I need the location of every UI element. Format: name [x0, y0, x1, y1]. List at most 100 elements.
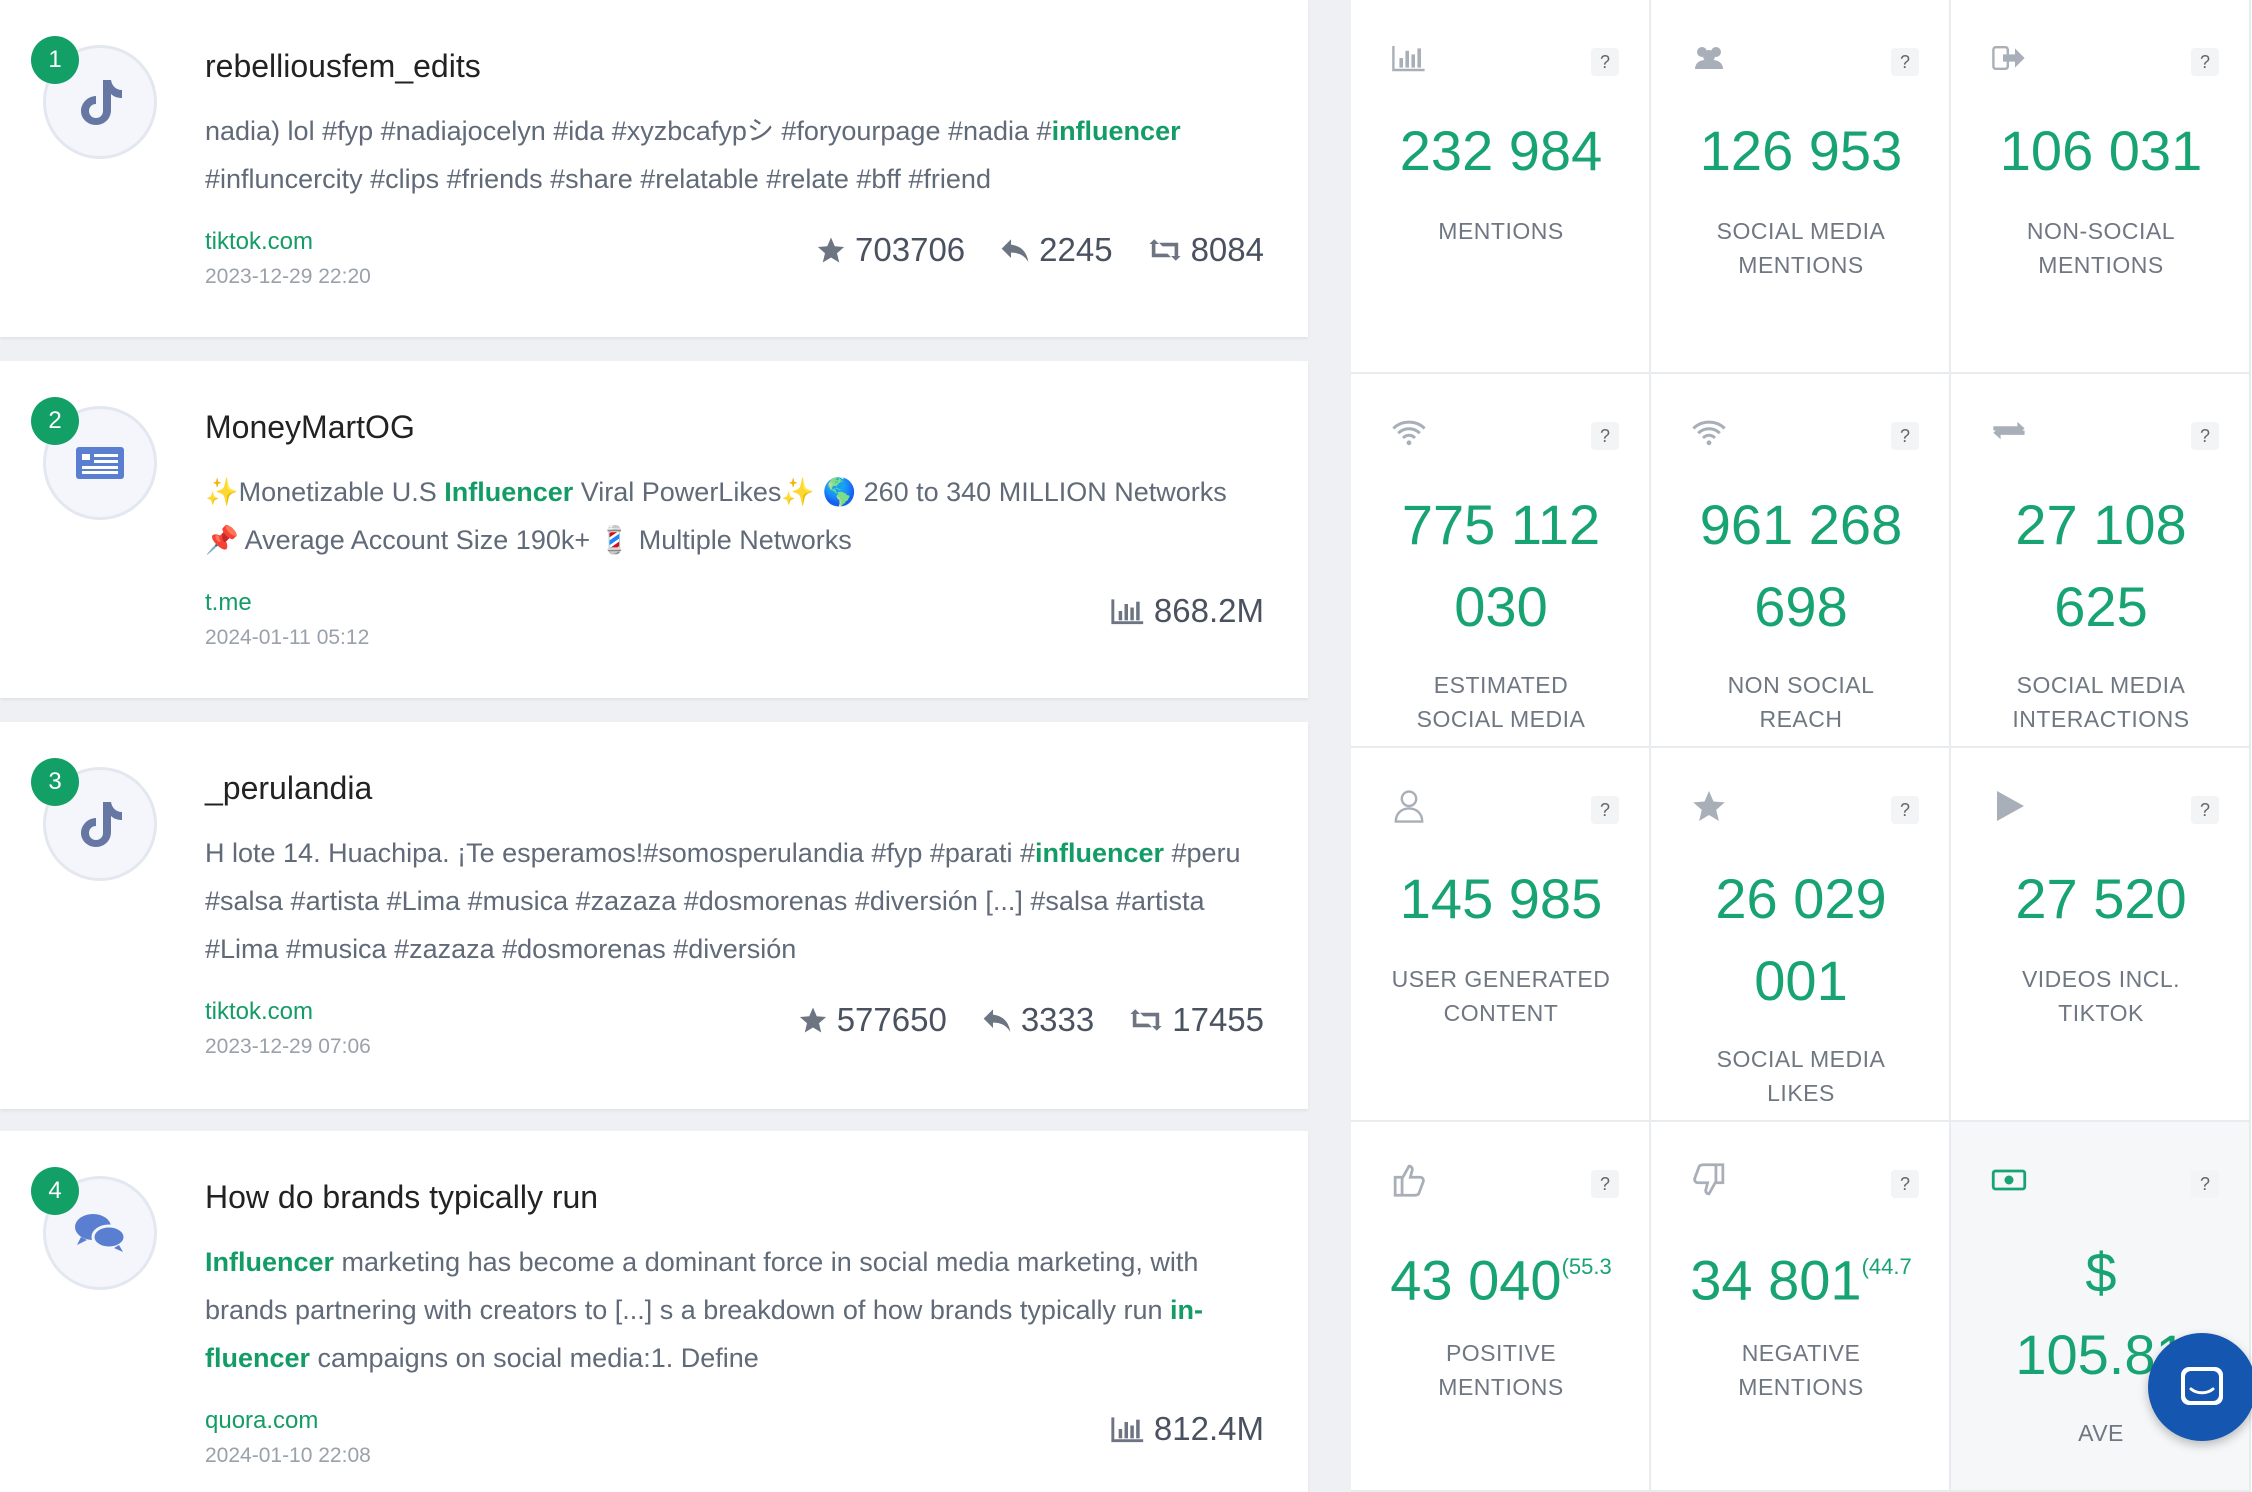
chat-support-button[interactable] — [2148, 1333, 2252, 1441]
label-line: ESTIMATED — [1433, 672, 1569, 698]
keyword-highlight: in-fluencer — [205, 1295, 1203, 1373]
help-button[interactable]: ? — [1591, 796, 1619, 824]
help-button[interactable]: ? — [1891, 48, 1919, 76]
metrics-grid: ? 232 984 MENTIONS ? 126 953 SOCIAL MEDI… — [1351, 0, 2252, 1492]
text-segment: #influncercity #clips #friends #share #r… — [205, 164, 991, 194]
metric-label: ESTIMATED SOCIAL MEDIA — [1351, 668, 1651, 736]
metric-label: USER GENERATED CONTENT — [1351, 962, 1651, 1030]
text-segment: ✨Monetizable U.S — [205, 477, 445, 507]
source-link[interactable]: tiktok.com — [205, 998, 314, 1025]
metric-non-social-mentions: ? 106 031 NON-SOCIAL MENTIONS — [1951, 0, 2251, 374]
value-line: 625 — [2054, 575, 2148, 638]
stat-value: 3333 — [1020, 1001, 1095, 1038]
label-line: MENTIONS — [1438, 1374, 1564, 1400]
thumbs-down-icon — [1693, 1163, 1725, 1196]
reply-icon — [983, 1009, 1011, 1032]
keyword-highlight: Influencer — [205, 1247, 335, 1277]
help-button[interactable]: ? — [1591, 422, 1619, 450]
date: 2024-01-10 22:08 — [205, 1444, 371, 1467]
mention-title[interactable]: _perulandia — [205, 770, 373, 806]
help-button[interactable]: ? — [1891, 796, 1919, 824]
mention-title[interactable]: How do brands typically run — [205, 1179, 599, 1215]
engagement-stats: 868.2M — [1076, 592, 1264, 630]
date: 2023-12-29 22:20 — [205, 265, 371, 288]
mention-text: Influencer marketing has become a domina… — [205, 1238, 1265, 1382]
rank-badge: 2 — [31, 397, 79, 445]
label-line: MENTIONS — [1738, 1374, 1864, 1400]
metric-videos-incl-tiktok: ? 27 520 VIDEOS INCL. TIKTOK — [1951, 748, 2251, 1122]
help-button[interactable]: ? — [1891, 1170, 1919, 1198]
help-button[interactable]: ? — [2191, 48, 2219, 76]
source-link[interactable]: t.me — [205, 589, 252, 616]
value-line: 961 268 — [1699, 493, 1903, 556]
news-icon — [76, 447, 124, 479]
metric-label: SOCIAL MEDIA INTERACTIONS — [1951, 668, 2251, 736]
help-button[interactable]: ? — [1591, 48, 1619, 76]
help-button[interactable]: ? — [2191, 422, 2219, 450]
metric-label: NON-SOCIAL MENTIONS — [1951, 214, 2251, 282]
text-segment: campaigns on social media:1. Define — [310, 1343, 759, 1373]
rank-badge: 1 — [31, 36, 79, 84]
likes-stat: 577650 — [797, 1001, 947, 1039]
mention-card[interactable]: 3 _perulandia H lote 14. Huachipa. ¡Te e… — [0, 722, 1308, 1109]
label-line: SOCIAL MEDIA — [1416, 706, 1586, 732]
text-segment: marketing has become a dominant force in… — [205, 1247, 1199, 1325]
label-line: SOCIAL MEDIA — [2016, 672, 2186, 698]
metric-social-media-interactions: ? 27 108 625 SOCIAL MEDIA INTERACTIONS — [1951, 374, 2251, 748]
metric-negative-mentions: ? 34 801(44.7 NEGATIVE MENTIONS — [1651, 1122, 1951, 1492]
sign-out-icon — [1992, 46, 2025, 70]
metric-value: 106 031 — [1999, 119, 2203, 182]
replies-stat: 2245 — [999, 231, 1113, 269]
retweet-icon — [1130, 1009, 1162, 1031]
mention-card[interactable]: 4 How do brands typically run Influencer… — [0, 1131, 1308, 1492]
keyword-highlight: Influencer — [444, 477, 574, 507]
date: 2024-01-11 05:12 — [205, 626, 370, 649]
metric-estimated-social-media-reach: ? 775 112 030 ESTIMATED SOCIAL MEDIA — [1351, 374, 1651, 748]
keyword-highlight: influencer — [1034, 838, 1165, 868]
label-line: TIKTOK — [2058, 1000, 2144, 1026]
engagement-stats: 577650 3333 17455 — [763, 1001, 1264, 1039]
metric-label: AVE — [2078, 1420, 2124, 1446]
stat-value: 812.4M — [1153, 1410, 1264, 1447]
reach-stat: 812.4M — [1110, 1410, 1264, 1448]
star-icon — [799, 1007, 826, 1033]
source-link[interactable]: quora.com — [205, 1407, 319, 1434]
metric-value: 27 108 625 — [1951, 484, 2251, 648]
reply-icon — [1001, 239, 1029, 262]
metric-value: 961 268 698 — [1651, 484, 1951, 648]
shares-stat: 8084 — [1147, 231, 1264, 269]
metric-social-media-mentions: ? 126 953 SOCIAL MEDIA MENTIONS — [1651, 0, 1951, 374]
likes-stat: 703706 — [815, 231, 965, 269]
thumbs-up-icon — [1393, 1164, 1425, 1197]
star-icon — [817, 237, 845, 263]
tiktok-icon — [81, 802, 122, 847]
metric-label: NEGATIVE MENTIONS — [1651, 1336, 1951, 1404]
mention-title[interactable]: MoneyMartOG — [205, 409, 415, 445]
stat-value: 577650 — [836, 1001, 947, 1038]
value-line: $ — [2085, 1241, 2117, 1304]
source-link[interactable]: tiktok.com — [205, 228, 314, 255]
metric-label: MENTIONS — [1438, 218, 1564, 244]
label-line: NEGATIVE — [1741, 1340, 1861, 1366]
chat-icon — [2181, 1367, 2223, 1405]
mentions-feed: 1 rebelliousfem_edits nadia) lol #fyp #n… — [0, 0, 1308, 1492]
user-icon — [1394, 790, 1424, 823]
mention-card[interactable]: 2 MoneyMartOG ✨Monetizable U.S Influence… — [0, 361, 1308, 698]
mention-card[interactable]: 1 rebelliousfem_edits nadia) lol #fyp #n… — [0, 0, 1308, 337]
metric-value: 145 985 — [1399, 867, 1603, 930]
replies-stat: 3333 — [981, 1001, 1094, 1039]
mention-title[interactable]: rebelliousfem_edits — [205, 48, 481, 84]
label-line: NON SOCIAL — [1727, 672, 1875, 698]
metric-value: 26 029 001 — [1651, 858, 1951, 1022]
mention-text: H lote 14. Huachipa. ¡Te esperamos!#somo… — [205, 829, 1265, 973]
help-button[interactable]: ? — [1591, 1170, 1619, 1198]
metric-label: VIDEOS INCL. TIKTOK — [1951, 962, 2251, 1030]
label-line: NON-SOCIAL — [2026, 218, 2176, 244]
value-line: 26 029 — [1715, 867, 1887, 930]
help-button[interactable]: ? — [1891, 422, 1919, 450]
label-line: SOCIAL MEDIA — [1716, 218, 1886, 244]
help-button[interactable]: ? — [2191, 796, 2219, 824]
label-line: LIKES — [1767, 1080, 1835, 1106]
avatar — [43, 767, 157, 881]
help-button[interactable]: ? — [2191, 1170, 2219, 1198]
